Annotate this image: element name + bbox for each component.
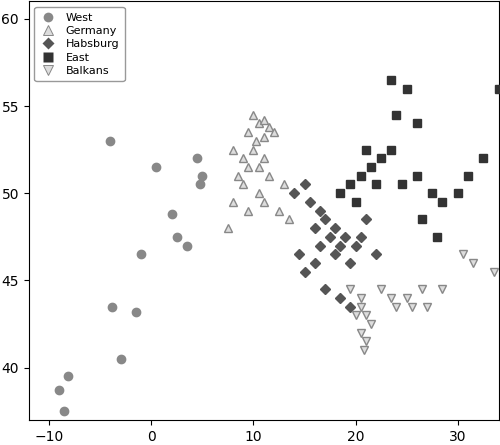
Legend: West, Germany, Habsburg, East, Balkans: West, Germany, Habsburg, East, Balkans (34, 7, 124, 81)
